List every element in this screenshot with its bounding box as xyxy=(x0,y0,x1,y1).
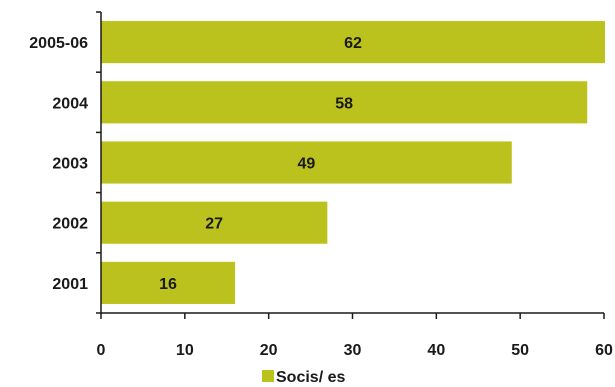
bar-2002 xyxy=(101,201,328,244)
x-tick-label-40: 40 xyxy=(427,342,445,359)
data-label-2004: 58 xyxy=(335,95,353,112)
bar-2004 xyxy=(101,81,588,124)
bars-group xyxy=(101,21,605,304)
x-tick-label-30: 30 xyxy=(344,342,362,359)
legend: Socis/ es xyxy=(262,369,345,386)
y-tick-label-2001: 2001 xyxy=(52,276,88,293)
x-tick-label-0: 0 xyxy=(97,342,106,359)
data-label-2001: 16 xyxy=(159,276,177,293)
data-label-2005-06: 62 xyxy=(344,35,362,52)
bar-2001 xyxy=(101,261,236,304)
x-tick-label-60: 60 xyxy=(595,342,613,359)
y-tick-label-2004: 2004 xyxy=(52,95,88,112)
y-tick-label-2003: 2003 xyxy=(52,156,88,173)
x-tick-label-50: 50 xyxy=(511,342,529,359)
legend-swatch xyxy=(262,370,274,382)
data-label-2002: 27 xyxy=(205,216,223,233)
x-axis-ticks: 0 10 20 30 40 50 60 xyxy=(97,313,613,359)
y-tick-label-2002: 2002 xyxy=(52,216,88,233)
y-axis-ticks: 2005-06 2004 2003 2002 2001 xyxy=(29,11,101,314)
data-label-2003: 49 xyxy=(297,156,315,173)
y-tick-label-2005-06: 2005-06 xyxy=(29,35,88,52)
bar-2005-06 xyxy=(101,21,605,64)
legend-label: Socis/ es xyxy=(276,369,345,386)
x-tick-label-10: 10 xyxy=(176,342,194,359)
data-labels-group: 62 58 49 27 16 xyxy=(159,35,362,293)
bar-2003 xyxy=(101,141,512,184)
x-tick-label-20: 20 xyxy=(260,342,278,359)
